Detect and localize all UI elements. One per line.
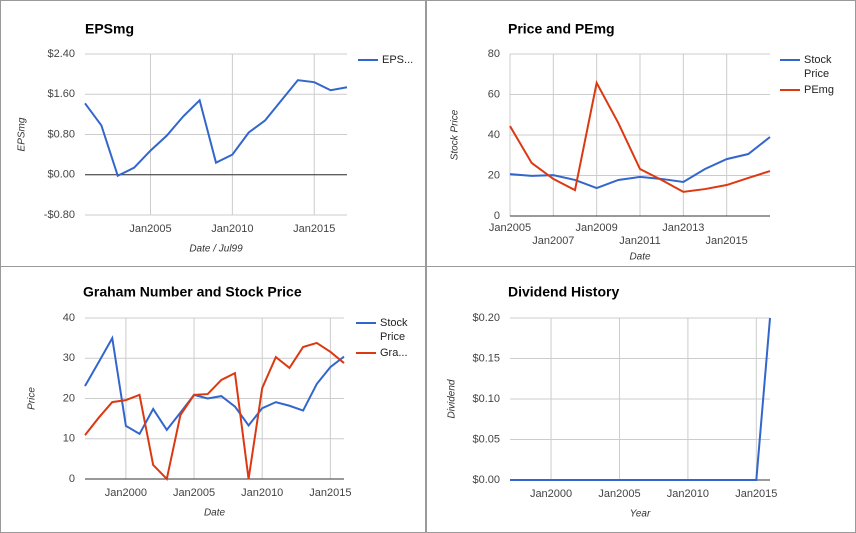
y-axis-label: Stock Price [450,109,461,160]
y-tick-label: 0 [494,210,500,222]
y-tick-label: $0.05 [472,433,500,445]
x-tick-label: Jan2015 [735,488,777,500]
y-tick-label: $0.80 [47,128,75,140]
series-line [84,341,345,482]
legend-item: Stock Price [380,317,408,343]
y-tick-label: -$0.80 [44,209,75,221]
y-axis-label: Price [27,387,38,410]
x-tick-label: Jan2005 [598,488,640,500]
x-tick-label: Jan2010 [667,488,709,500]
x-axis-label: Date / Jul99 [189,244,243,255]
legend-label: Stock Price [804,54,832,80]
legend-label: PEmg [804,84,834,96]
x-tick-label: Jan2005 [129,223,171,235]
y-tick-label: $0.20 [472,312,500,324]
legend-label: Stock Price [380,317,408,343]
chart-title: Price and PEmg [508,21,615,37]
y-tick-label: 20 [63,392,75,404]
x-tick-label: Jan2015 [293,223,335,235]
y-tick-label: $0.10 [472,393,500,405]
legend-item: Stock Price [804,54,832,80]
legend-item: PEmg [804,84,834,96]
chart-title: Graham Number and Stock Price [83,284,302,300]
y-tick-label: 10 [63,433,75,445]
y-tick-label: 40 [488,129,500,141]
x-tick-label: Jan2007 [532,235,574,247]
legend-item: EPS... [382,54,414,66]
y-tick-label: $0.00 [47,169,75,181]
chart-title: Dividend History [508,284,619,300]
y-axis-label: EPSmg [17,117,28,151]
y-tick-label: 30 [63,352,75,364]
y-tick-label: 40 [63,312,75,324]
series-line [84,79,348,178]
y-tick-label: $0.00 [472,474,500,486]
legend-label: EPS... [382,54,414,66]
x-tick-label: Jan2010 [211,223,253,235]
y-tick-label: $0.15 [472,352,500,364]
y-tick-label: 60 [488,88,500,100]
chart-title: EPSmg [85,21,134,37]
y-tick-label: $1.60 [47,88,75,100]
series-line [84,335,345,436]
y-tick-label: 80 [488,48,500,60]
series-line [509,136,771,190]
x-tick-label: Jan2009 [576,222,618,234]
x-tick-label: Jan2015 [309,487,351,499]
y-axis-label: Dividend [447,379,458,418]
y-tick-label: $2.40 [47,48,75,60]
y-tick-label: 20 [488,169,500,181]
x-tick-label: Jan2005 [173,487,215,499]
x-tick-label: Jan2011 [619,235,660,247]
x-tick-label: Jan2000 [530,488,572,500]
series-line [510,317,771,481]
x-tick-label: Jan2005 [489,222,531,234]
x-axis-label: Year [630,509,651,520]
x-tick-label: Jan2013 [662,222,704,234]
series-line [509,80,771,193]
x-tick-label: Jan2000 [105,487,147,499]
y-tick-label: 0 [69,473,75,485]
x-axis-label: Date [629,252,651,263]
legend-label: Gra... [380,347,408,359]
x-axis-label: Date [204,508,226,519]
legend-item: Gra... [380,347,408,359]
x-tick-label: Jan2010 [241,487,283,499]
x-tick-label: Jan2015 [706,235,748,247]
